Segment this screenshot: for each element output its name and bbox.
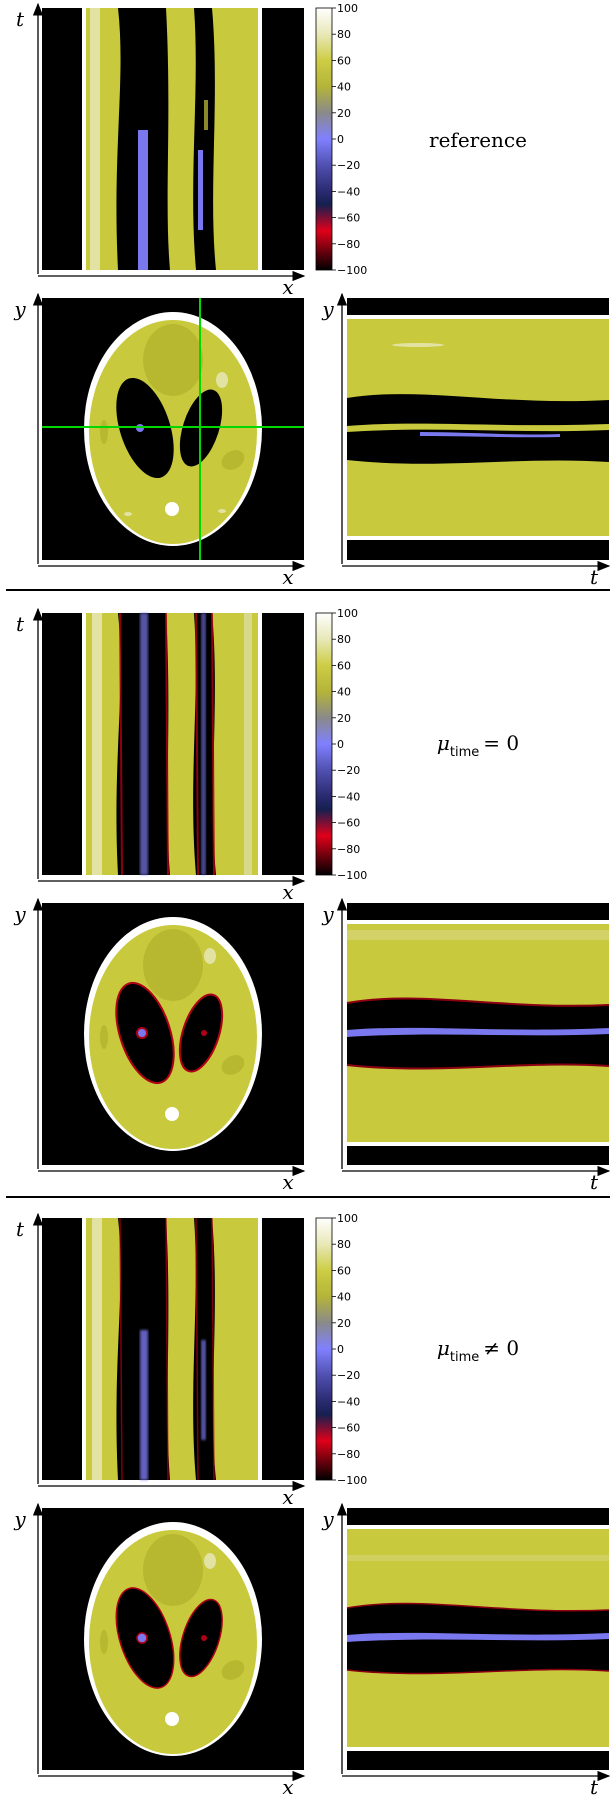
x-axis-label: x bbox=[282, 1170, 293, 1194]
colorbar-tick-label: 60 bbox=[337, 54, 351, 67]
colorbar-tick-label: 0 bbox=[337, 738, 344, 751]
colorbar-tick-label: −40 bbox=[337, 790, 360, 803]
x-axis-label: x bbox=[282, 565, 293, 589]
y-axis-label: y bbox=[13, 1507, 26, 1531]
panel-label-mu-nonzero: μtime ≠ 0 bbox=[437, 1336, 519, 1365]
block-mu-time-nonzero: 100 80 60 40 20 0 −20 −40 −60 −80 −100 μtime ≠ 0 bbox=[42, 1212, 610, 1770]
colorbar-tick-label: −40 bbox=[337, 1395, 360, 1408]
colorbar-tick-label: 20 bbox=[337, 1317, 351, 1330]
colorbar-ticks: 100 80 60 40 20 0 −20 −40 −60 −80 −100 bbox=[332, 607, 367, 882]
colorbar-ticks: 100 80 60 40 20 0 −20 −40 −60 −80 −100 bbox=[332, 2, 367, 277]
x-axis-label: x bbox=[282, 1775, 293, 1797]
colorbar-tick-label: 80 bbox=[337, 633, 351, 646]
colorbar-tick-label: −20 bbox=[337, 764, 360, 777]
colorbar-tick-label: −20 bbox=[337, 1369, 360, 1382]
block-mu-time-zero: 100 80 60 40 20 0 −20 −40 −60 −80 −100 μtime = 0 bbox=[42, 607, 610, 1165]
colorbar-reference: 100 80 60 40 20 0 −20 −40 −60 −80 −100 bbox=[315, 2, 367, 277]
t-axis-label: t bbox=[16, 1217, 25, 1241]
colorbar-tick-label: 40 bbox=[337, 1291, 351, 1304]
xt-image-mu-zero bbox=[42, 612, 304, 876]
colorbar-tick-label: 60 bbox=[337, 659, 351, 672]
t-axis-label: t bbox=[590, 565, 599, 589]
xy-image-mu-zero bbox=[42, 903, 304, 1165]
colorbar-tick-label: −80 bbox=[337, 1448, 360, 1461]
colorbar-tick-label: −60 bbox=[337, 1422, 360, 1435]
colorbar-tick-label: 100 bbox=[337, 607, 358, 620]
x-axis-label: x bbox=[282, 1485, 293, 1509]
colorbar-mu-zero: 100 80 60 40 20 0 −20 −40 −60 −80 −100 bbox=[315, 607, 367, 882]
y-axis-label: y bbox=[13, 902, 26, 926]
colorbar-tick-label: −20 bbox=[337, 159, 360, 172]
colorbar-tick-label: 40 bbox=[337, 81, 351, 94]
x-axis-label: x bbox=[282, 275, 293, 299]
xt-image-mu-nonzero bbox=[42, 1217, 304, 1481]
yt-image-reference bbox=[347, 298, 609, 560]
xt-image-reference bbox=[42, 8, 304, 270]
colorbar-ticks: 100 80 60 40 20 0 −20 −40 −60 −80 −100 bbox=[332, 1212, 367, 1487]
colorbar-tick-label: −100 bbox=[337, 869, 367, 882]
colorbar-tick-label: 20 bbox=[337, 107, 351, 120]
colorbar-tick-label: −100 bbox=[337, 264, 367, 277]
axes-layer: t x y x y t t x y x y t t x y x y t bbox=[13, 2, 611, 1797]
panel-label-reference: reference bbox=[429, 128, 527, 152]
colorbar-mu-nonzero: 100 80 60 40 20 0 −20 −40 −60 −80 −100 bbox=[315, 1212, 367, 1487]
x-axis-label: x bbox=[282, 880, 293, 904]
colorbar-tick-label: −100 bbox=[337, 1474, 367, 1487]
t-axis-label: t bbox=[16, 612, 25, 636]
t-axis-label: t bbox=[590, 1775, 599, 1797]
yt-image-mu-zero bbox=[346, 903, 610, 1165]
colorbar-tick-label: −40 bbox=[337, 185, 360, 198]
xy-image-mu-nonzero bbox=[42, 1508, 304, 1770]
colorbar-tick-label: −80 bbox=[337, 843, 360, 856]
panel-label-mu-zero: μtime = 0 bbox=[437, 731, 519, 760]
colorbar-tick-label: −80 bbox=[337, 238, 360, 251]
y-axis-label: y bbox=[13, 297, 26, 321]
y-axis-label: y bbox=[321, 297, 334, 321]
y-axis-label: y bbox=[321, 902, 334, 926]
xy-image-reference bbox=[42, 298, 304, 560]
colorbar-tick-label: 100 bbox=[337, 2, 358, 15]
t-axis-label: t bbox=[590, 1170, 599, 1194]
t-axis-label: t bbox=[16, 7, 25, 31]
colorbar-tick-label: 0 bbox=[337, 133, 344, 146]
block-reference: 100 80 60 40 20 0 −20 −40 −60 −80 −100 reference bbox=[42, 2, 609, 560]
colorbar-tick-label: −60 bbox=[337, 212, 360, 225]
colorbar-tick-label: 60 bbox=[337, 1264, 351, 1277]
colorbar-tick-label: 80 bbox=[337, 1238, 351, 1251]
yt-image-mu-nonzero bbox=[346, 1508, 610, 1770]
colorbar-tick-label: 80 bbox=[337, 28, 351, 41]
colorbar-tick-label: −60 bbox=[337, 817, 360, 830]
colorbar-tick-label: 100 bbox=[337, 1212, 358, 1225]
colorbar-tick-label: 0 bbox=[337, 1343, 344, 1356]
y-axis-label: y bbox=[321, 1507, 334, 1531]
colorbar-tick-label: 40 bbox=[337, 686, 351, 699]
colorbar-tick-label: 20 bbox=[337, 712, 351, 725]
